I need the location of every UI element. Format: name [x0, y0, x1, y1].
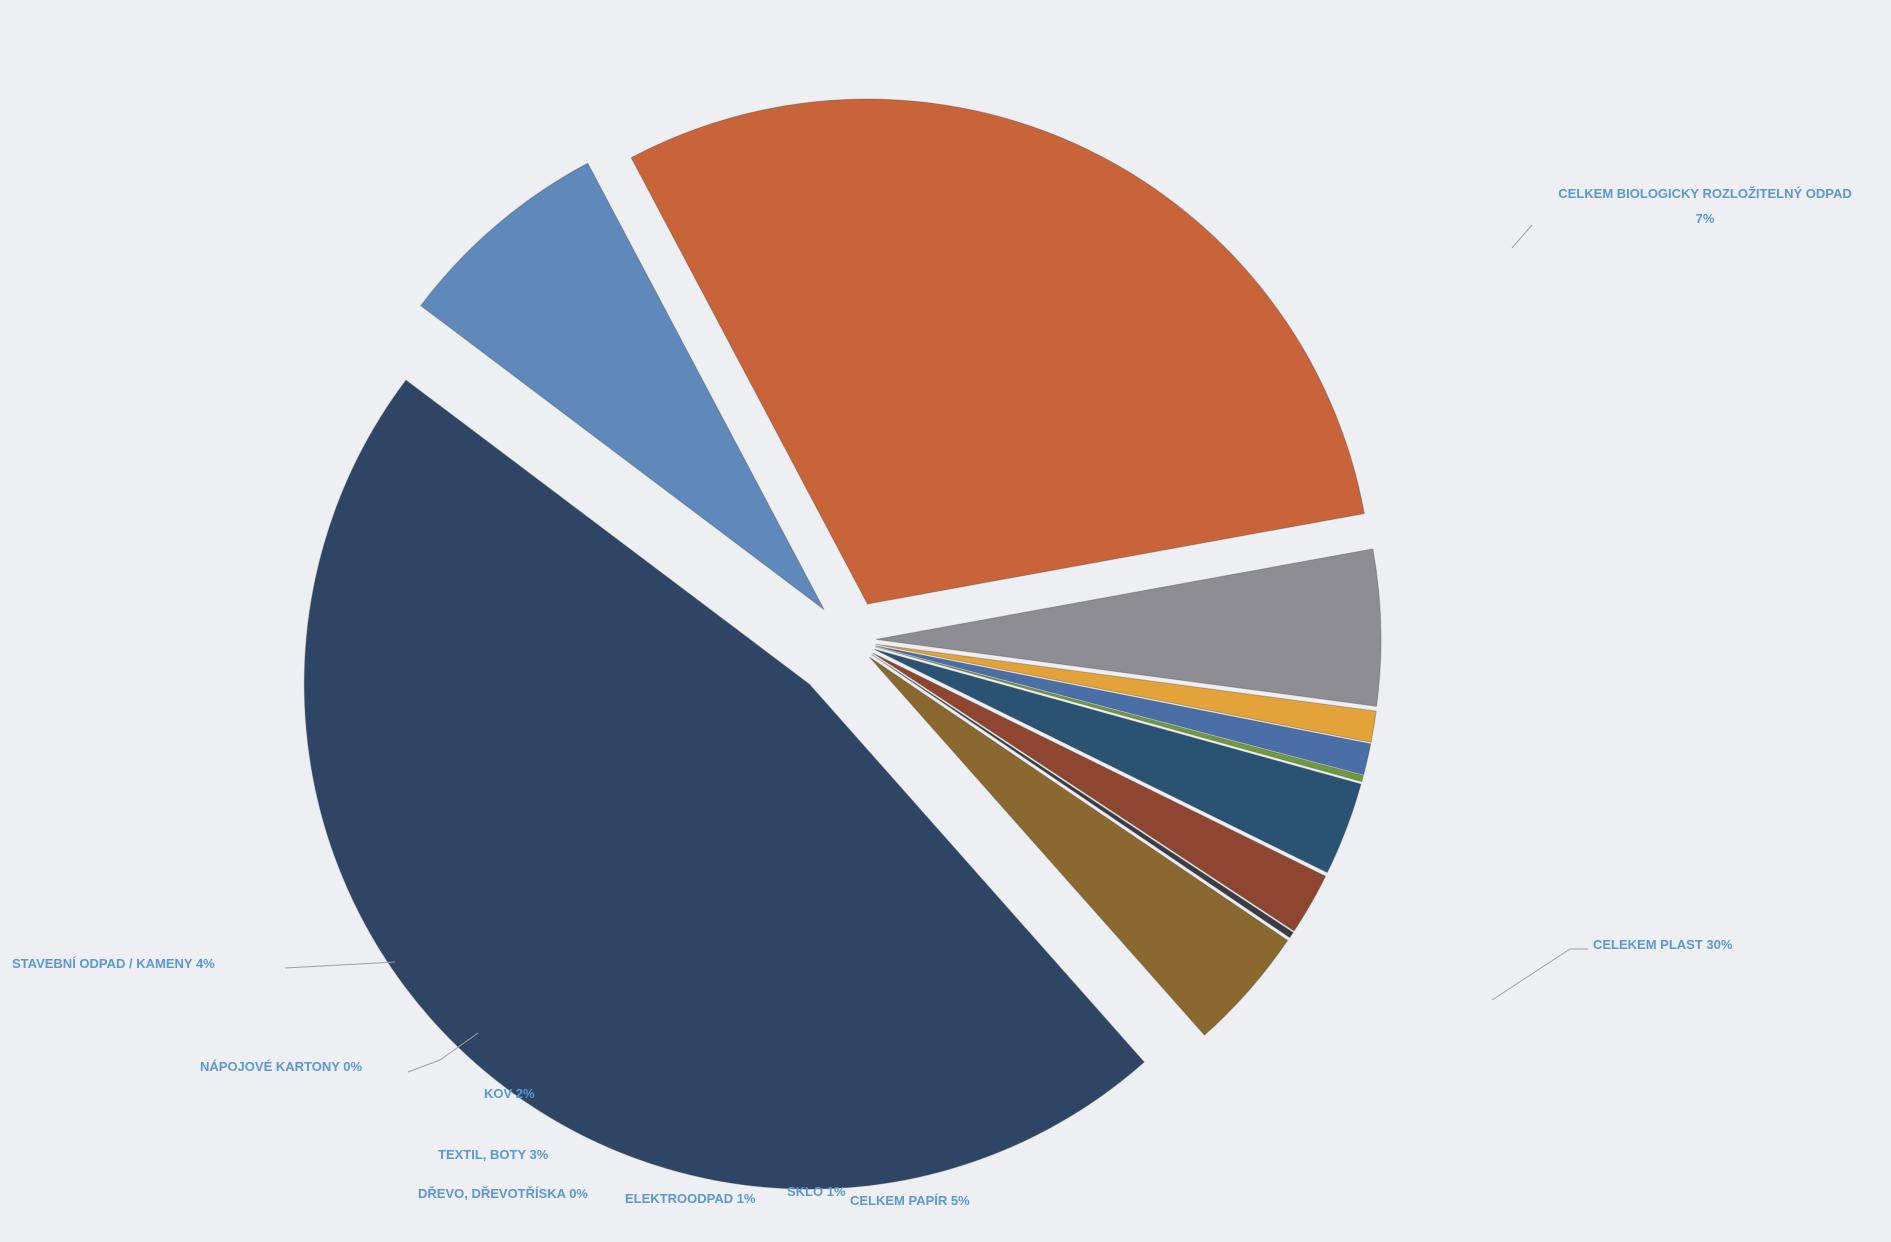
pie-slice-celkem-pap-r	[875, 548, 1382, 707]
pie-slice-n-pojov-kartony	[871, 654, 1294, 939]
data-label: ELEKTROODPAD 1%	[625, 1191, 756, 1206]
data-label: NÁPOJOVÉ KARTONY 0%	[200, 1059, 363, 1074]
data-label: CELEKEM PLAST 30%	[1593, 937, 1733, 952]
data-label: SKLO 1%	[787, 1184, 846, 1199]
pie-slice-unlabeled	[303, 379, 1145, 1190]
pie-slice-stavebn-odpad-kameny	[869, 656, 1289, 1036]
data-label: KOV 2%	[484, 1086, 535, 1101]
pie-slice-celkem-biologicky-rozlo-iteln-odpad	[420, 162, 825, 610]
data-label: TEXTIL, BOTY 3%	[438, 1147, 549, 1162]
pie-slice-kov	[872, 652, 1327, 932]
pie-slice-sklo	[875, 643, 1377, 743]
data-label: CELKEM BIOLOGICKY ROZLOŽITELNÝ ODPAD 7%	[1558, 186, 1851, 226]
pie-slice-elektroodpad	[875, 645, 1372, 776]
data-label: DŘEVO, DŘEVOTŘÍSKA 0%	[418, 1186, 588, 1201]
pie-slice-textil-boty	[874, 648, 1362, 874]
leader-line	[1491, 948, 1588, 1001]
leader-line	[284, 961, 396, 969]
pie-slice-d-evo-d-evot-ska	[874, 646, 1364, 783]
data-label: CELKEM PAPÍR 5%	[850, 1193, 970, 1208]
leader-line	[407, 1032, 479, 1073]
pie-slice-celekem-plast	[630, 98, 1365, 605]
leader-line	[1511, 224, 1533, 249]
data-label: STAVEBNÍ ODPAD / KAMENY 4%	[12, 956, 215, 971]
